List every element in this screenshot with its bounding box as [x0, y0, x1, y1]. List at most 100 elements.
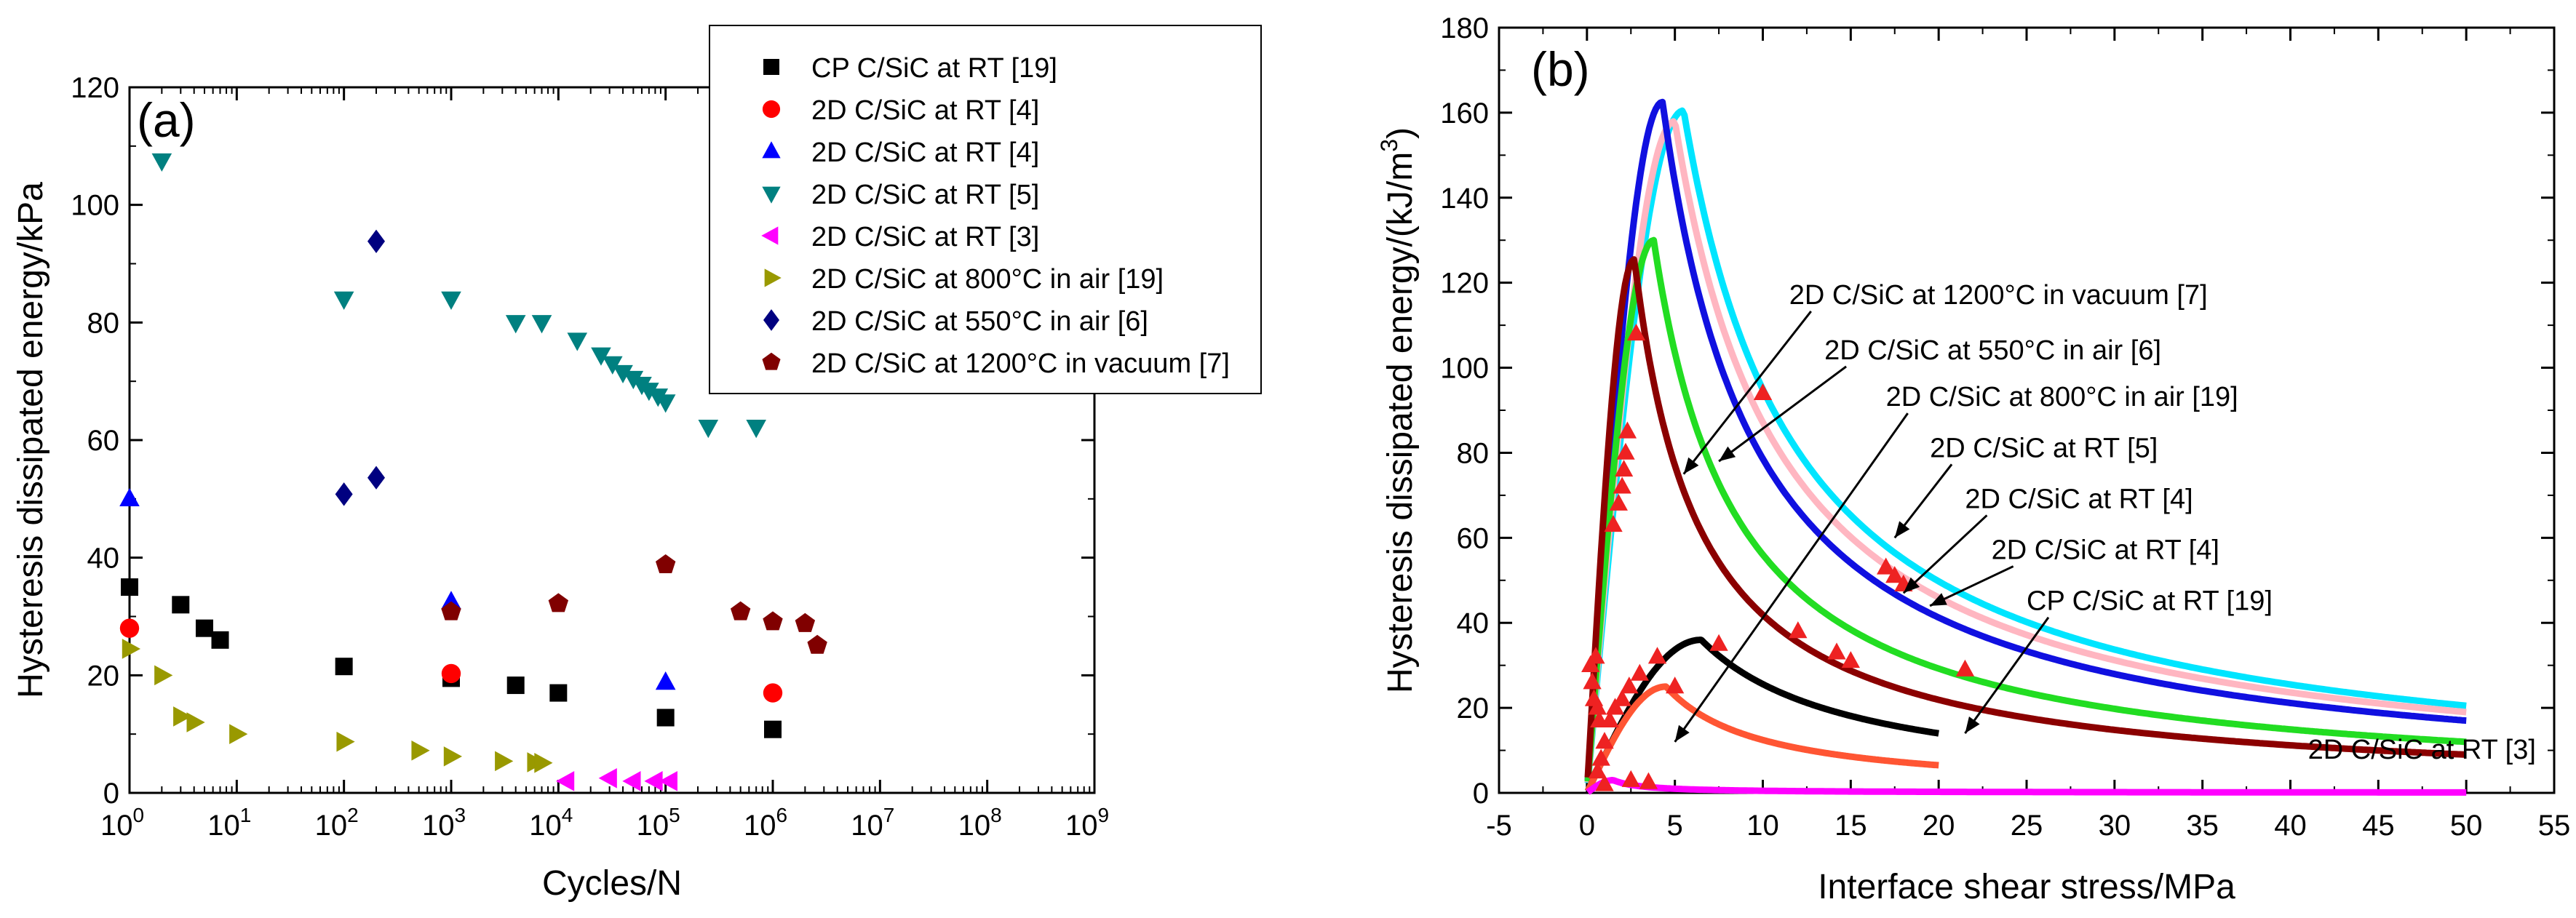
legend-label-2: 2D C/SiC at RT [4]: [811, 137, 1039, 168]
annotations-b: 2D C/SiC at 1200°C in vacuum [7] 2D C/SiC…: [1674, 280, 2536, 765]
x-tick-label-b: 10: [1746, 810, 1779, 842]
x-axis-b: -5 0 5 10 15 20 25 30 35 40 45 50 55: [1486, 28, 2570, 842]
annotation-label-5: 2D C/SiC at RT [4]: [1992, 535, 2219, 566]
experimental-point: [1618, 421, 1637, 439]
experimental-point: [1630, 663, 1649, 681]
y-axis-b: 0 20 40 60 80 100 120 140 160 180: [1440, 12, 2554, 810]
annotation-arrowhead-0: [1683, 457, 1699, 474]
point-diamond-6: [367, 466, 386, 490]
x-tick-exp-a: 5: [669, 804, 680, 826]
y-tick-label-b: 180: [1440, 12, 1489, 44]
x-tick-base-a: 10: [744, 810, 776, 842]
x-tick-exp-a: 3: [454, 804, 466, 826]
panel-label-a: (a): [137, 93, 196, 147]
point-pentagon-7: [730, 601, 751, 620]
x-tick-exp-a: 4: [562, 804, 573, 826]
y-tick-label-a: 20: [87, 660, 120, 692]
experimental-point: [1877, 557, 1896, 575]
annotation-arrow-0: [1682, 310, 1812, 475]
x-tick-base-a: 10: [958, 810, 991, 842]
legend-label-4: 2D C/SiC at RT [3]: [811, 222, 1039, 252]
y-axis-title-b: Hysteresis dissipated energy/(kJ/m3): [1376, 127, 1420, 693]
point-diamond-6: [335, 482, 353, 506]
point-square-0: [211, 631, 229, 649]
x-tick-label-a: 101: [207, 804, 251, 842]
curve-0: [1584, 107, 2468, 784]
point-square-0: [172, 596, 190, 614]
y-axis-title-b-main: Hysteresis dissipated energy/(kJ/m: [1381, 152, 1420, 693]
curves-b: [1584, 98, 2468, 796]
point-square-0: [506, 676, 525, 695]
point-triangle-right-5: [336, 731, 355, 752]
point-triangle-left-4: [644, 771, 663, 791]
point-triangle-down-3: [623, 370, 644, 390]
x-tick-exp-a: 7: [883, 804, 895, 826]
annotation-arrowhead-3: [1894, 521, 1910, 538]
y-tick-label-a: 120: [71, 72, 119, 104]
experimental-points-b: [1581, 324, 1975, 791]
experimental-point: [1583, 672, 1602, 690]
y-tick-label-b: 140: [1440, 183, 1489, 215]
experimental-point: [1613, 476, 1631, 494]
y-tick-label-b: 20: [1457, 693, 1490, 725]
x-tick-base-a: 10: [207, 810, 240, 842]
curve-2: [1584, 98, 2468, 781]
x-tick-base-a: 10: [315, 810, 348, 842]
x-tick-base-a: 10: [1065, 810, 1098, 842]
annotation-label-1: 2D C/SiC at 550°C in air [6]: [1824, 335, 2161, 366]
point-square-0: [121, 578, 138, 596]
annotation-arrowhead-6: [1965, 717, 1980, 734]
point-square-0: [549, 684, 568, 702]
x-tick-base-a: 10: [529, 810, 562, 842]
curve-7: [1586, 777, 2468, 796]
point-triangle-up-2: [655, 671, 676, 690]
legend-marker-3: [762, 186, 781, 204]
x-tick-label-b: 45: [2362, 810, 2395, 842]
experimental-point: [1591, 749, 1610, 766]
legend-marker-2: [762, 141, 781, 159]
point-triangle-right-5: [534, 752, 553, 773]
y-tick-label-a: 100: [71, 190, 119, 222]
y-tick-label-a: 40: [87, 543, 120, 575]
point-triangle-down-3: [567, 332, 588, 351]
point-triangle-left-4: [598, 767, 617, 789]
x-tick-label-b: 0: [1579, 810, 1595, 842]
experimental-point: [1955, 659, 1975, 676]
legend-marker-0: [763, 59, 779, 75]
panel-label-b: (b): [1531, 42, 1590, 96]
experimental-point: [1616, 442, 1635, 460]
legend-label-7: 2D C/SiC at 1200°C in vacuum [7]: [811, 348, 1230, 379]
point-square-0: [764, 720, 782, 738]
legend-label-0: CP C/SiC at RT [19]: [811, 53, 1057, 84]
point-square-0: [335, 658, 353, 676]
experimental-point: [1581, 655, 1600, 673]
y-tick-label-b: 0: [1473, 778, 1489, 810]
point-triangle-left-4: [659, 771, 677, 791]
experimental-point: [1609, 493, 1628, 511]
x-tick-base-a: 10: [100, 810, 133, 842]
curve-5: [1584, 636, 1941, 793]
experimental-point: [1841, 651, 1860, 668]
y-tick-label-b: 120: [1440, 268, 1489, 300]
x-tick-label-a: 108: [958, 804, 1002, 842]
annotation-label-2: 2D C/SiC at 800°C in air [19]: [1886, 382, 2238, 412]
experimental-point: [1604, 515, 1623, 532]
x-tick-label-b: 5: [1667, 810, 1683, 842]
point-triangle-right-5: [186, 712, 205, 733]
annotation-label-6: CP C/SiC at RT [19]: [2027, 586, 2273, 617]
x-tick-exp-a: 0: [132, 804, 144, 826]
x-tick-label-b: 30: [2099, 810, 2131, 842]
panel-a: 100 101 102 103 104 105 106 107 108 109 020406080…: [12, 25, 1262, 903]
experimental-point: [1639, 772, 1658, 789]
x-tick-label-b: 55: [2538, 810, 2571, 842]
x-tick-exp-a: 2: [347, 804, 359, 826]
experimental-point: [1588, 762, 1607, 779]
point-triangle-down-3: [746, 420, 766, 439]
annotation-arrowhead-5: [1930, 593, 1947, 606]
scatter-points-a: [119, 153, 827, 791]
y-tick-label-b: 160: [1440, 97, 1489, 129]
point-circle-1: [441, 663, 461, 684]
x-tick-label-a: 102: [315, 804, 359, 842]
point-triangle-right-5: [443, 746, 462, 767]
